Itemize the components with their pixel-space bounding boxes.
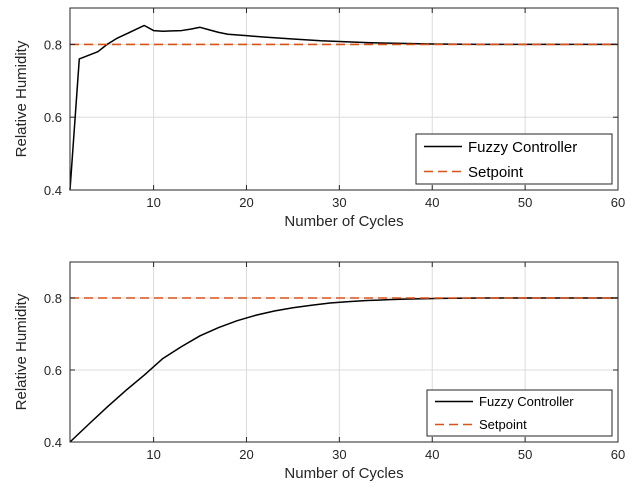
- x-axis-label: Number of Cycles: [284, 213, 403, 230]
- y-tick-label: 0.4: [44, 183, 62, 198]
- legend-setpoint-label: Setpoint: [479, 417, 527, 432]
- y-tick-label: 0.4: [44, 435, 62, 450]
- axes-box: [69, 261, 619, 443]
- x-tick-label: 50: [518, 447, 532, 462]
- x-tick-label: 10: [146, 195, 160, 210]
- x-tick-label: 10: [146, 447, 160, 462]
- x-axis-label: Number of Cycles: [284, 465, 403, 482]
- y-tick-label: 0.8: [44, 37, 62, 52]
- legend-fuzzy-label: Fuzzy Controller: [479, 394, 574, 409]
- x-tick-label: 20: [239, 447, 253, 462]
- y-tick-label: 0.6: [44, 363, 62, 378]
- x-tick-label: 50: [518, 195, 532, 210]
- x-tick-label: 60: [611, 447, 625, 462]
- chart-panel-2: 10 20 30 40 50 60 0.4 0.6 0.8 Number of Cycles Rel…: [13, 261, 625, 482]
- chart-panel-1: 10 20 30 40 50 60 0.4 0.6 0.8 Number of Cycles Rel…: [13, 7, 625, 230]
- x-tick-label: 20: [239, 195, 253, 210]
- x-tick-label: 30: [332, 447, 346, 462]
- legend-setpoint-label: Setpoint: [468, 164, 524, 181]
- axes-box: [69, 7, 619, 191]
- legend: Fuzzy Controller Setpoint: [415, 133, 613, 185]
- x-tick-label: 60: [611, 195, 625, 210]
- legend-box: [415, 133, 613, 185]
- x-tick-label: 30: [332, 195, 346, 210]
- y-axis-label: Relative Humidity: [13, 293, 30, 410]
- legend-box: [426, 389, 613, 437]
- y-tick-label: 0.6: [44, 110, 62, 125]
- x-tick-label: 40: [425, 195, 439, 210]
- y-axis-label: Relative Humidity: [13, 40, 30, 157]
- x-tick-label: 40: [425, 447, 439, 462]
- legend-fuzzy-label: Fuzzy Controller: [468, 139, 577, 156]
- y-tick-label: 0.8: [44, 291, 62, 306]
- legend: Fuzzy Controller Setpoint: [426, 389, 613, 437]
